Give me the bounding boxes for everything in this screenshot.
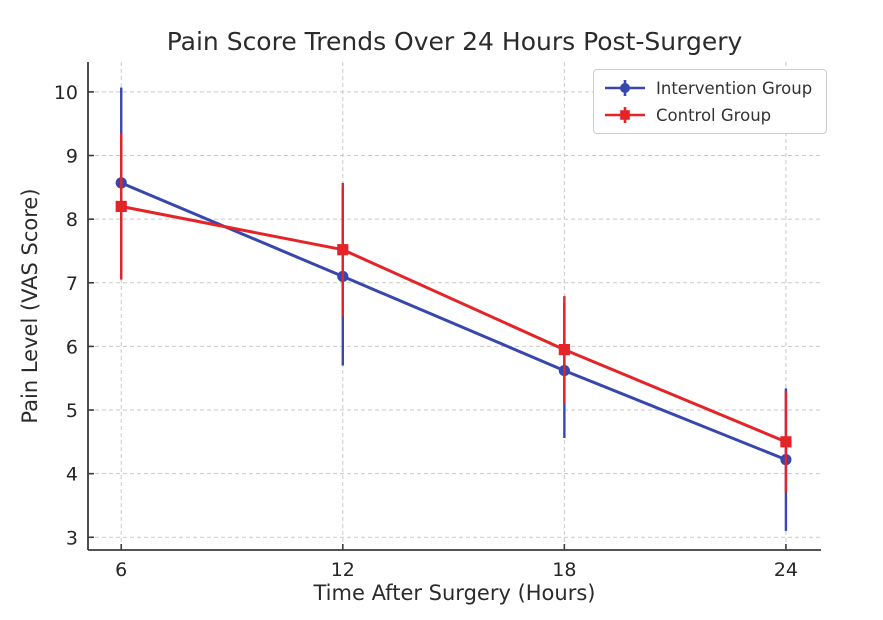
series-intervention-group: [115, 87, 792, 531]
y-tick-label: 10: [54, 82, 78, 104]
legend-label: Intervention Group: [656, 78, 813, 98]
x-tick-label: 24: [774, 559, 798, 581]
x-tick-label: 18: [552, 559, 576, 581]
legend: Intervention Group Control Group: [593, 69, 828, 134]
data-point-marker: [558, 343, 570, 356]
y-tick-label: 6: [66, 336, 78, 358]
y-tick-label: 4: [66, 464, 78, 486]
errorbar-marker-icon: [603, 77, 647, 99]
data-point-marker: [780, 436, 792, 448]
y-tick-label: 3: [66, 527, 78, 549]
y-tick-label: 8: [66, 209, 78, 231]
errorbar-marker-icon: [603, 104, 647, 126]
y-tick-label: 5: [66, 400, 78, 422]
x-axis-label: Time After Surgery (Hours): [313, 581, 596, 605]
legend-label: Control Group: [656, 105, 772, 125]
square-marker-icon: [605, 107, 645, 123]
series-control-group: [115, 133, 792, 493]
x-tick-label: 12: [331, 559, 355, 581]
chart-title: Pain Score Trends Over 24 Hours Post-Sur…: [166, 27, 743, 56]
series-line: [119, 181, 788, 462]
data-point-marker: [115, 200, 127, 213]
legend-item-control-group: Control Group: [603, 104, 812, 126]
x-tick-label: 6: [115, 559, 127, 581]
y-axis-label: Pain Level (VAS Score): [18, 188, 42, 424]
data-point-marker: [337, 244, 349, 256]
series-line: [119, 204, 788, 444]
legend-item-intervention-group: Intervention Group: [603, 77, 812, 99]
circle-marker-icon: [605, 80, 645, 96]
y-tick-label: 9: [66, 146, 78, 168]
y-tick-label: 7: [66, 273, 78, 295]
